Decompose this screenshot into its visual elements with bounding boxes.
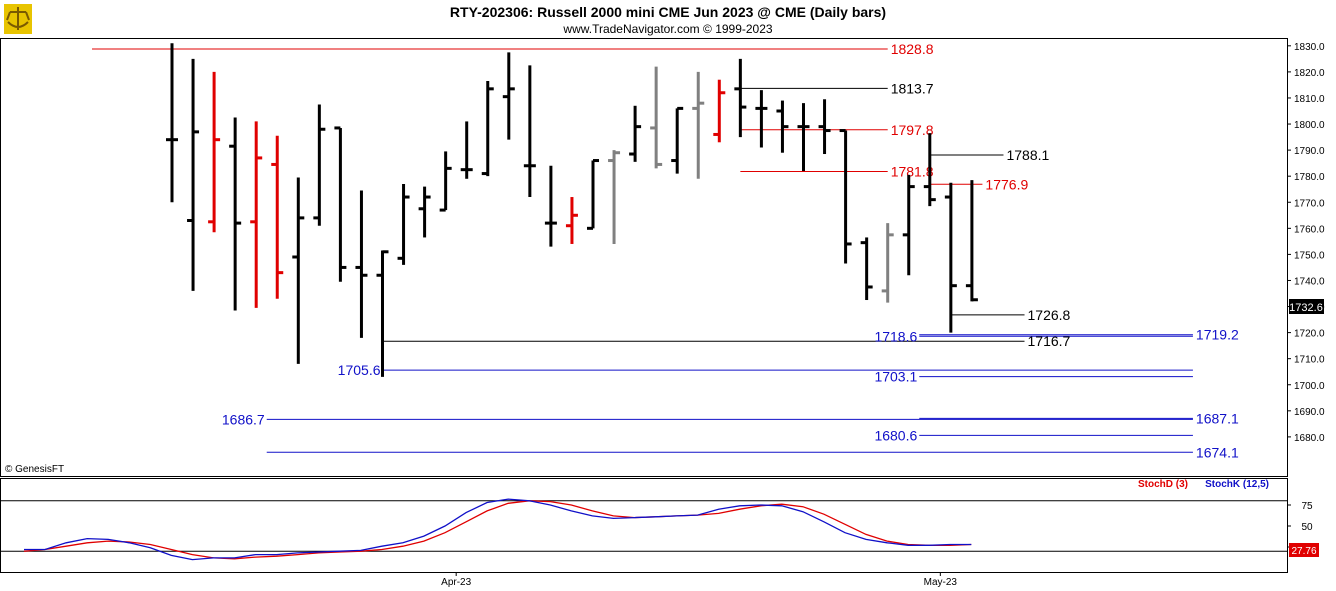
ohlc-bar [544, 165, 557, 247]
ohlc-bar [818, 99, 831, 155]
price-level-label: 1719.2 [1196, 327, 1239, 343]
ohlc-bar [923, 133, 936, 207]
logo-icon [4, 4, 32, 34]
price-level-label: 1686.7 [222, 411, 265, 427]
chart-subtitle: www.TradeNavigator.com © 1999-2023 [562, 22, 772, 36]
price-level-label: 1788.1 [1006, 147, 1049, 163]
price-levels: 1828.8 1813.7 1797.8 1788.1 1781.8 1776.9 1726… [92, 41, 1239, 460]
stochastic-lines [23, 498, 972, 561]
stochastic-tick-label: 75 [1301, 501, 1313, 512]
price-level-label: 1680.6 [874, 427, 917, 443]
ohlc-bar [650, 66, 663, 169]
last-stoch-label: 27.76 [1291, 546, 1316, 557]
last-price-tag: 1732.6 [1289, 299, 1324, 314]
price-tick-label: 1810.0 [1294, 94, 1325, 105]
ohlc-bar [713, 79, 726, 143]
chart-header: RTY-202306: Russell 2000 mini CME Jun 20… [450, 4, 886, 36]
ohlc-bar [839, 129, 852, 264]
stochastic-pane [0, 478, 1288, 573]
stoch-d-line [23, 500, 972, 560]
price-tick-label: 1820.0 [1294, 68, 1325, 79]
chart-title: RTY-202306: Russell 2000 mini CME Jun 20… [450, 4, 886, 20]
price-axis: 1830.0 1820.0 1810.0 1800.0 1790.0 1780.0 1770… [1287, 42, 1325, 444]
ohlc-bar [776, 100, 789, 153]
ohlc-bar [965, 180, 978, 302]
price-level-label: 1674.1 [1196, 444, 1239, 460]
price-level-label: 1776.9 [985, 176, 1028, 192]
ohlc-bar [881, 223, 894, 303]
legend-stoch-d: StochD (3) [1138, 479, 1188, 490]
ohlc-bar [671, 106, 684, 174]
ohlc-bar [334, 126, 347, 282]
ohlc-bar [460, 121, 473, 179]
price-level-label: 1716.7 [1028, 333, 1071, 349]
price-level-label: 1781.8 [891, 163, 934, 179]
watermark: © GenesisFT [5, 464, 64, 475]
price-tick-label: 1830.0 [1294, 42, 1325, 53]
ohlc-bar [608, 150, 621, 244]
ohlc-bar [797, 103, 810, 171]
price-tick-label: 1700.0 [1294, 381, 1325, 392]
ohlc-bar [755, 90, 768, 148]
ohlc-bar [355, 190, 368, 338]
price-tick-label: 1710.0 [1294, 355, 1325, 366]
price-tick-label: 1740.0 [1294, 276, 1325, 287]
stoch-k-line [24, 498, 972, 561]
ohlc-bar [418, 186, 431, 238]
price-tick-label: 1760.0 [1294, 224, 1325, 235]
price-tick-label: 1690.0 [1294, 407, 1325, 418]
price-level-label: 1718.6 [874, 328, 917, 344]
time-axis: Apr-23 May-23 [441, 572, 957, 588]
ohlc-bar [313, 104, 326, 226]
price-level-label: 1813.7 [891, 80, 934, 96]
ohlc-bar [439, 151, 452, 212]
legend-stoch-k: StochK (12,5) [1205, 479, 1269, 490]
ohlc-bar [250, 121, 263, 308]
time-tick-label: Apr-23 [441, 577, 471, 588]
ohlc-bar [229, 117, 242, 311]
price-level-label: 1828.8 [891, 41, 934, 57]
ohlc-bar [376, 250, 389, 377]
last-stoch-tag: 27.76 [1289, 543, 1319, 557]
ohlc-bar [397, 184, 410, 265]
last-price-label: 1732.6 [1289, 302, 1323, 314]
price-pane-border [0, 38, 1288, 477]
price-tick-label: 1780.0 [1294, 172, 1325, 183]
price-tick-label: 1750.0 [1294, 250, 1325, 261]
ohlc-bar [587, 159, 599, 230]
price-level-label: 1726.8 [1028, 307, 1071, 323]
price-pane [0, 38, 1288, 477]
stochastic-pane-border [0, 478, 1288, 573]
ohlc-bar [502, 52, 515, 140]
ohlc-bar [692, 71, 705, 179]
price-level-label: 1687.1 [1196, 410, 1239, 426]
ohlc-bar [565, 197, 578, 244]
price-level-label: 1703.1 [874, 369, 917, 385]
price-tick-label: 1720.0 [1294, 329, 1325, 340]
ohlc-bar [629, 105, 642, 162]
ohlc-bar [481, 81, 494, 177]
price-tick-label: 1770.0 [1294, 198, 1325, 209]
price-tick-label: 1800.0 [1294, 120, 1325, 131]
ohlc-bar [187, 58, 200, 291]
time-tick-label: May-23 [924, 577, 958, 588]
price-level-label: 1797.8 [891, 122, 934, 138]
price-bars [166, 43, 978, 377]
ohlc-bar [944, 182, 957, 333]
ohlc-bar [523, 65, 536, 198]
ohlc-bar [166, 43, 178, 203]
ohlc-bar [734, 58, 747, 138]
price-tick-label: 1790.0 [1294, 146, 1325, 157]
ohlc-bar [208, 71, 221, 233]
ohlc-bar [902, 174, 915, 276]
ohlc-bar [860, 237, 873, 301]
price-tick-label: 1680.0 [1294, 433, 1325, 444]
price-level-label: 1705.6 [338, 362, 381, 378]
ohlc-bar [271, 135, 284, 299]
stochastic-tick-label: 50 [1301, 522, 1313, 533]
ohlc-bar [292, 177, 305, 364]
